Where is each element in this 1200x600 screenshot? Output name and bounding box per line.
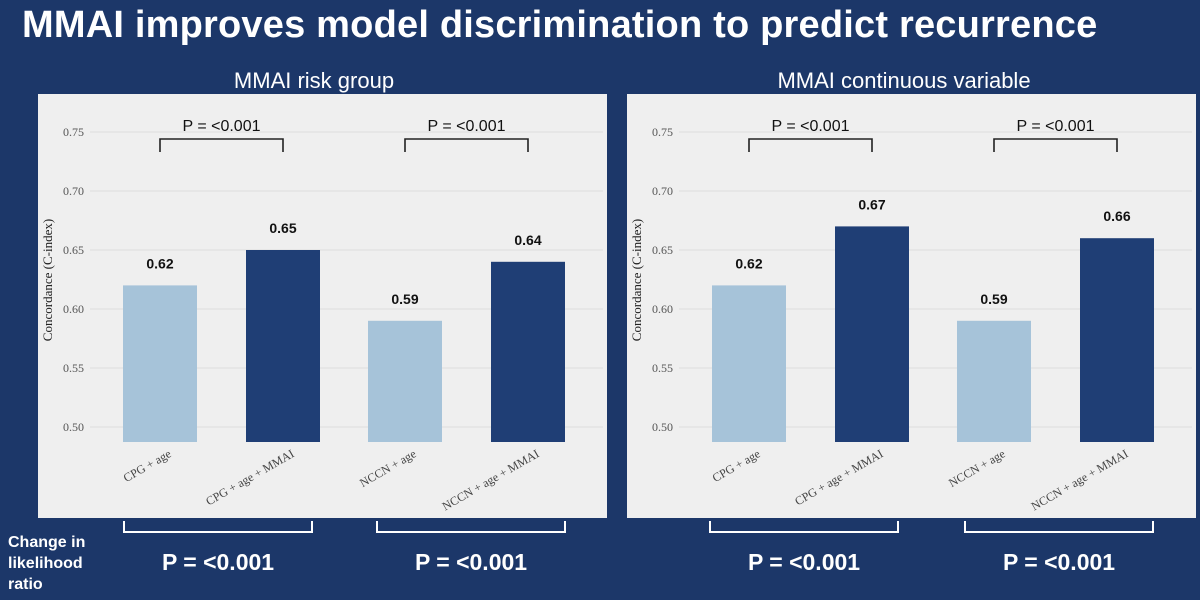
likelihood-p-value: P = <0.001	[414, 549, 528, 575]
chart-panel-continuous: 0.75 0.70 0.65 0.60 0.55 0.50 Concordance (C-i…	[627, 94, 1196, 518]
likelihood-p-value: P = <0.001	[161, 549, 275, 575]
y-tick-label: 0.50	[652, 420, 673, 434]
y-tick-label: 0.70	[63, 184, 84, 198]
y-axis-label: Concordance (C-index)	[629, 219, 644, 341]
bar	[835, 226, 909, 442]
significance-p-label: P = <0.001	[183, 118, 261, 135]
bar	[957, 320, 1031, 442]
panel-title-left: MMAI risk group	[233, 68, 395, 93]
x-category-label: CPG + age	[121, 446, 174, 485]
bar-value-label: 0.67	[858, 196, 885, 212]
bottom-bracket	[709, 521, 899, 533]
likelihood-ratio-label: Change in likelihood ratio	[8, 534, 86, 593]
bar-value-label: 0.62	[146, 255, 173, 271]
y-tick-label: 0.60	[652, 302, 673, 316]
x-category-label: NCCN + age	[357, 446, 418, 490]
y-tick-label: 0.55	[652, 361, 673, 375]
y-tick-label: 0.65	[652, 243, 673, 257]
likelihood-p-value: P = <0.001	[747, 549, 861, 575]
y-tick-label: 0.60	[63, 302, 84, 316]
x-category-label: NCCN + age + MMAI	[1029, 446, 1131, 513]
y-tick-label: 0.75	[63, 125, 84, 139]
bar-value-label: 0.66	[1103, 208, 1130, 224]
chart-risk-group: 0.75 0.70 0.65 0.60 0.55 0.50 Concordance (C-i…	[40, 118, 603, 513]
bar-value-label: 0.65	[269, 220, 296, 236]
likelihood-p-value: P = <0.001	[1002, 549, 1116, 575]
x-category-label: NCCN + age	[946, 446, 1007, 490]
bar	[123, 285, 197, 442]
bar	[1080, 238, 1154, 442]
y-tick-label: 0.70	[652, 184, 673, 198]
x-category-label: CPG + age + MMAI	[203, 446, 296, 508]
bottom-bracket	[376, 521, 566, 533]
significance-p-label: P = <0.001	[1017, 118, 1095, 135]
chart-panel-risk-group: 0.75 0.70 0.65 0.60 0.55 0.50 Concordance (C-i…	[38, 94, 607, 518]
significance-bracket	[993, 138, 1118, 152]
y-tick-label: 0.55	[63, 361, 84, 375]
bar-value-label: 0.59	[391, 291, 418, 307]
bar-value-label: 0.64	[514, 232, 541, 248]
bottom-bracket	[964, 521, 1154, 533]
y-tick-label: 0.75	[652, 125, 673, 139]
x-category-label: NCCN + age + MMAI	[440, 446, 542, 513]
y-tick-label: 0.50	[63, 420, 84, 434]
slide-title: MMAI improves model discrimination to pr…	[22, 4, 1098, 46]
y-axis-label: Concordance (C-index)	[40, 219, 55, 341]
significance-p-label: P = <0.001	[428, 118, 506, 135]
x-category-label: CPG + age	[710, 446, 763, 485]
significance-bracket	[159, 138, 284, 152]
bottom-bracket	[123, 521, 313, 533]
bar	[491, 261, 565, 442]
chart-continuous-variable: 0.75 0.70 0.65 0.60 0.55 0.50 Concordance (C-i…	[629, 118, 1192, 513]
bar	[368, 320, 442, 442]
bar-value-label: 0.59	[980, 291, 1007, 307]
y-tick-label: 0.65	[63, 243, 84, 257]
panel-title-right: MMAI continuous variable	[777, 68, 1031, 93]
x-category-label: CPG + age + MMAI	[792, 446, 885, 508]
significance-bracket	[748, 138, 873, 152]
bar-value-label: 0.62	[735, 255, 762, 271]
significance-p-label: P = <0.001	[772, 118, 850, 135]
bar	[246, 250, 320, 442]
bar	[712, 285, 786, 442]
significance-bracket	[404, 138, 529, 152]
